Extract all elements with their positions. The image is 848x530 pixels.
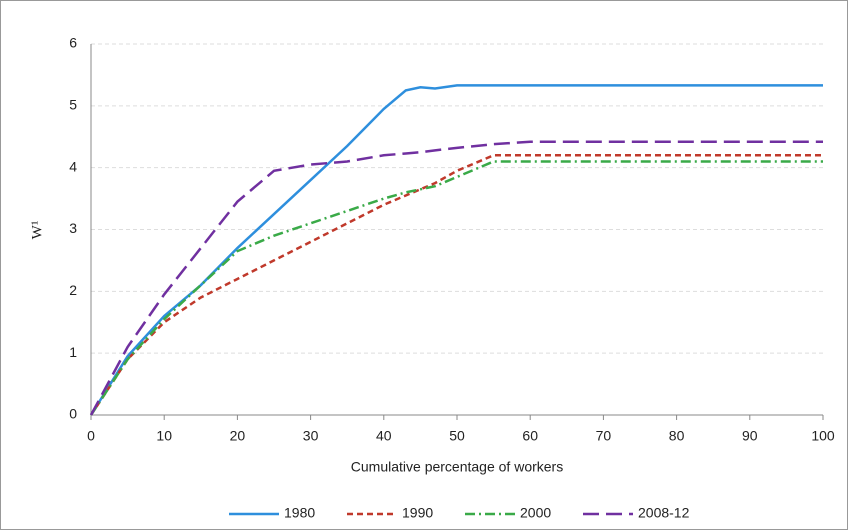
- x-tick-label: 70: [596, 428, 612, 444]
- legend-label: 2000: [520, 505, 551, 521]
- x-tick-label: 90: [742, 428, 758, 444]
- x-tick-label: 100: [811, 428, 835, 444]
- x-tick-label: 50: [449, 428, 465, 444]
- legend-label: 2008-12: [638, 505, 690, 521]
- x-tick-label: 10: [156, 428, 172, 444]
- y-tick-label: 3: [69, 220, 77, 236]
- y-axis-label: W¹: [29, 221, 45, 240]
- x-tick-label: 0: [87, 428, 95, 444]
- x-tick-label: 80: [669, 428, 685, 444]
- line-series: [89, 160, 823, 416]
- x-axis-label: Cumulative percentage of workers: [351, 459, 563, 475]
- y-tick-label: 2: [69, 282, 77, 298]
- legend-label: 1980: [284, 505, 315, 521]
- y-tick-label: 4: [69, 158, 77, 174]
- line-series: [89, 84, 823, 416]
- x-tick-label: 40: [376, 428, 392, 444]
- y-tick-label: 1: [69, 344, 77, 360]
- legend-label: 1990: [402, 505, 433, 521]
- x-tick-label: 60: [522, 428, 538, 444]
- line-series: [89, 154, 823, 416]
- x-tick-label: 30: [303, 428, 319, 444]
- x-tick-label: 20: [230, 428, 246, 444]
- y-tick-label: 6: [69, 35, 77, 51]
- y-tick-label: 0: [69, 406, 77, 422]
- line-series: [89, 140, 823, 416]
- y-tick-label: 5: [69, 97, 77, 113]
